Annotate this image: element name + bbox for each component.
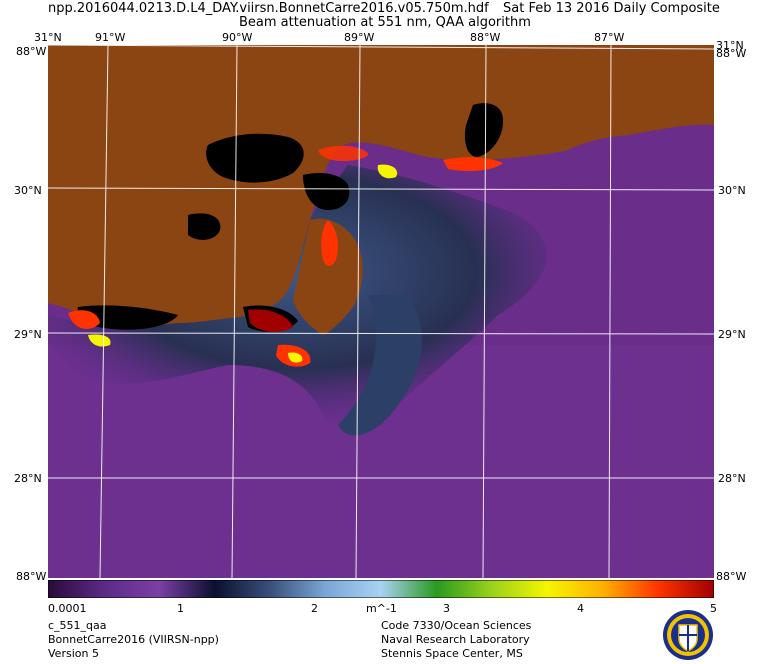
org-name: Naval Research Laboratory — [381, 633, 530, 646]
coastal-bay-west — [77, 305, 178, 330]
corner-lat-top-left: 31°N — [34, 31, 62, 44]
scale-tick-1: 1 — [177, 602, 184, 615]
lat-label-29n-left: 29°N — [14, 328, 42, 341]
mobile-bay — [464, 103, 504, 157]
file-name: npp.2016044.0213.D.L4_DAY.viirsn.BonnetC… — [48, 1, 489, 16]
lat-label-28n-right: 28°N — [718, 472, 746, 485]
scale-tick-max: 5 — [710, 602, 717, 615]
lon-label-89w: 89°W — [344, 31, 375, 44]
corner-lon-top-left: 88°W — [16, 45, 47, 58]
version-label: Version 5 — [48, 647, 99, 660]
lon-label-87w: 87°W — [594, 31, 625, 44]
lon-label-88w: 88°W — [470, 31, 501, 44]
corner-lon-bottom-right: 88°W — [716, 570, 747, 583]
product-id: c_551_qaa — [48, 619, 107, 632]
scale-tick-min: 0.0001 — [48, 602, 87, 615]
lat-label-30n-right: 30°N — [718, 184, 746, 197]
graticule — [48, 45, 714, 578]
lat-label-29n-right: 29°N — [718, 328, 746, 341]
date-label: Sat Feb 13 2016 Daily Composite — [503, 1, 720, 16]
lake-maurepas — [188, 213, 221, 240]
dataset-name: BonnetCarre2016 (VIIRSN-npp) — [48, 633, 219, 646]
corner-lon-bottom-left: 88°W — [16, 570, 47, 583]
nrl-logo — [663, 610, 713, 660]
org-code: Code 7330/Ocean Sciences — [381, 619, 532, 632]
corner-lon-top-right: 88°W — [716, 47, 747, 60]
lon-label-91w: 91°W — [95, 31, 126, 44]
lake-borgne — [303, 173, 350, 210]
corner-lat-top-right: 31°N — [716, 39, 744, 52]
product-title: Beam attenuation at 551 nm, QAA algorith… — [239, 15, 531, 30]
org-location: Stennis Space Center, MS — [381, 647, 523, 660]
lat-label-28n-left: 28°N — [14, 472, 42, 485]
lon-label-90w: 90°W — [222, 31, 253, 44]
turbidity-hotspots — [68, 145, 503, 367]
attenuation-map — [48, 45, 714, 578]
lake-pontchartrain — [206, 133, 304, 183]
scale-tick-3: 3 — [443, 602, 450, 615]
scale-tick-2: 2 — [311, 602, 318, 615]
land-area — [48, 45, 714, 325]
color-scale-bar — [48, 580, 714, 598]
scale-tick-4: 4 — [577, 602, 584, 615]
lat-label-30n-left: 30°N — [14, 184, 42, 197]
scale-unit: m^-1 — [366, 602, 397, 615]
